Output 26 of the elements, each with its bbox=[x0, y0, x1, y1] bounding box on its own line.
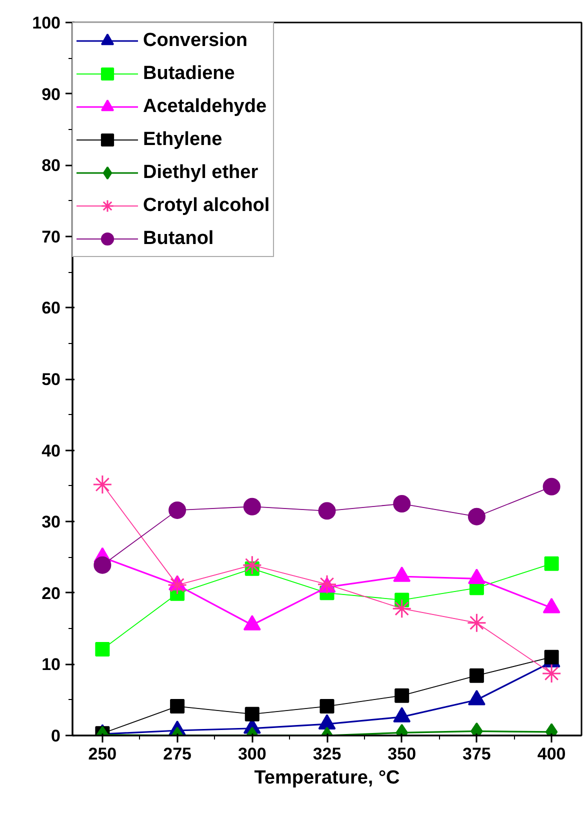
y-tick-label: 20 bbox=[42, 584, 61, 603]
legend-label: Butanol bbox=[143, 226, 214, 250]
legend-label: Acetaldehyde bbox=[143, 94, 267, 118]
y-tick-label: 40 bbox=[42, 441, 61, 460]
x-tick-label: 250 bbox=[88, 744, 117, 764]
x-tick-label: 375 bbox=[462, 744, 491, 764]
y-tick-label: 90 bbox=[42, 84, 61, 104]
legend-label: Conversion bbox=[143, 28, 248, 52]
y-tick-label: 100 bbox=[32, 14, 61, 32]
legend-label: Ethylene bbox=[143, 128, 222, 152]
legend-label: Diethyl ether bbox=[143, 160, 258, 184]
x-tick-label: 275 bbox=[163, 744, 192, 764]
x-axis-title: Temperature, °C bbox=[254, 768, 400, 788]
x-tick-label: 300 bbox=[238, 744, 266, 764]
legend-label: Butadiene bbox=[143, 62, 235, 86]
x-tick-label: 400 bbox=[537, 744, 566, 764]
y-tick-label: 70 bbox=[42, 227, 61, 246]
y-tick-label: 80 bbox=[42, 156, 61, 176]
y-tick-label: 30 bbox=[42, 512, 61, 532]
y-tick-label: 60 bbox=[42, 298, 61, 318]
y-tick-label: 50 bbox=[42, 370, 61, 389]
x-tick-label: 350 bbox=[388, 744, 416, 764]
y-tick-label: 10 bbox=[42, 655, 61, 674]
legend-label: Crotyl alcohol bbox=[143, 194, 270, 218]
x-tick-label: 325 bbox=[312, 744, 342, 764]
y-tick-label: 0 bbox=[51, 726, 61, 746]
